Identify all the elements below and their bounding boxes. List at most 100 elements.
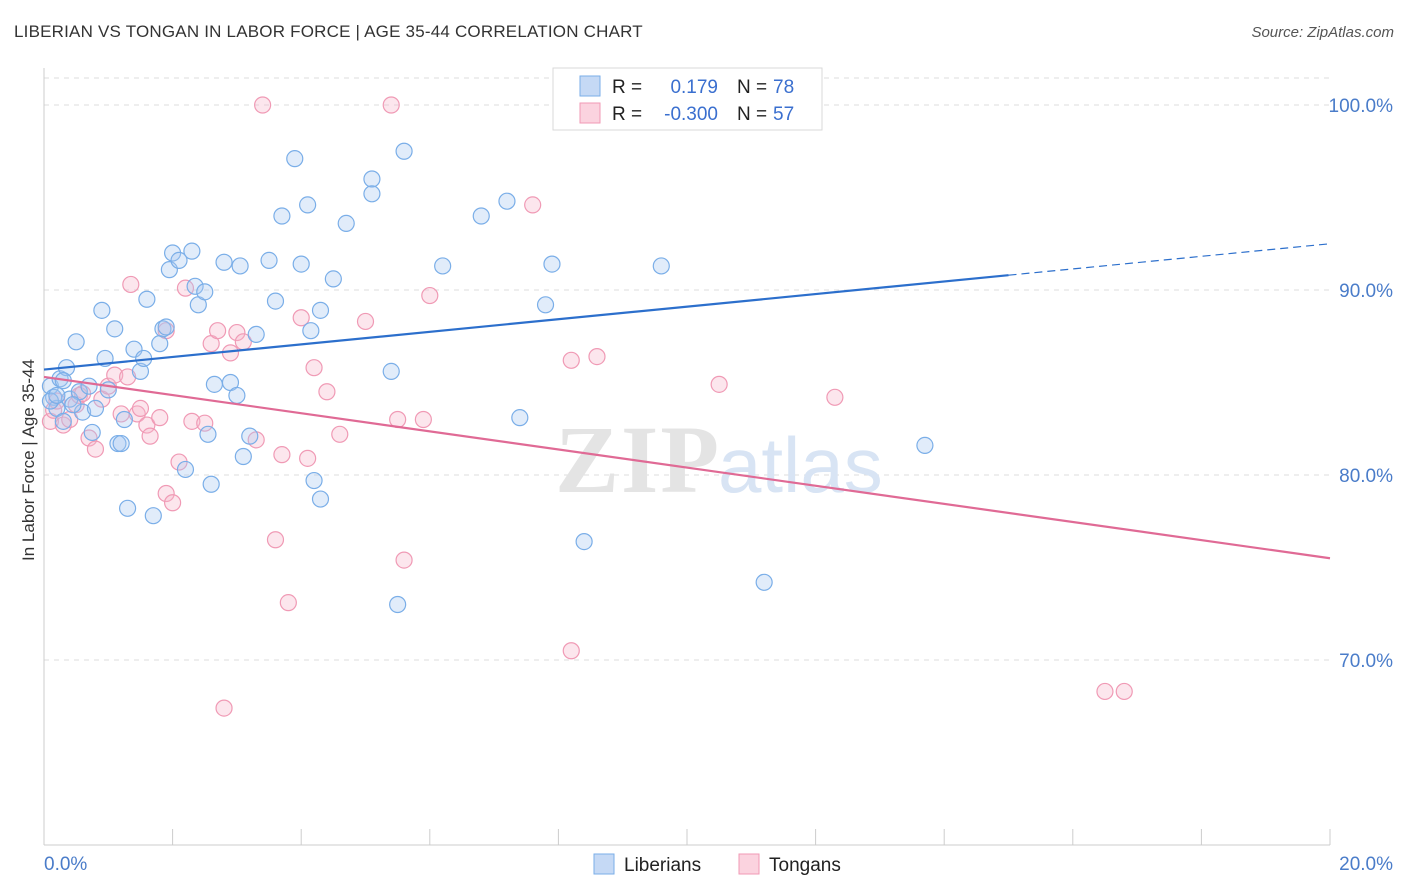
y-tick-label: 70.0% [1339, 651, 1393, 672]
liberians-point [324, 270, 342, 288]
liberians-point [266, 292, 285, 310]
tongans-point [266, 531, 285, 549]
tongans-point [562, 642, 580, 660]
liberians-point [363, 185, 381, 203]
tongans-point [128, 405, 146, 423]
liberians-point [498, 192, 516, 210]
liberians-point [311, 490, 330, 508]
tongans-point [331, 425, 349, 443]
legend-swatch-tongans [579, 102, 601, 124]
bottom-legend-tongans: Tongans [769, 855, 841, 876]
tongans-point [157, 484, 175, 503]
tongans-point [524, 196, 542, 214]
legend-n-label-2: N = [737, 104, 767, 125]
legend-n-label-1: N = [737, 77, 767, 98]
liberians-point [138, 290, 156, 308]
bottom-legend-liberians: Liberians [624, 855, 701, 876]
axes [43, 68, 1331, 846]
liberians-point [54, 412, 72, 430]
y-tick-label: 80.0% [1339, 466, 1393, 487]
liberians-points [41, 142, 934, 614]
legend-top: R = 0.179 N = 78 R = -0.300 N = 57 [552, 67, 823, 131]
tongans-point [826, 388, 844, 406]
source-label: Source: ZipAtlas.com [1251, 24, 1394, 41]
liberians-point [115, 410, 133, 429]
liberians-point [176, 460, 195, 479]
tongans-trendline [43, 375, 1331, 560]
legend-n-value-2: 57 [773, 104, 794, 125]
tongans-point [562, 351, 580, 369]
watermark-atlas: atlas [718, 421, 883, 509]
liberians-trendline-extension [1008, 243, 1331, 276]
tongans-point [164, 494, 182, 512]
liberians-point [511, 409, 529, 427]
liberians-point [228, 386, 246, 405]
tongans-point [318, 383, 336, 401]
watermark-zip: ZIP [555, 406, 721, 513]
liberians-point [199, 425, 217, 443]
liberians-point [131, 362, 150, 380]
legend-r-value-1: 0.179 [670, 77, 718, 98]
trendlines [43, 243, 1331, 560]
liberians-point [86, 399, 105, 417]
x-tick-label-min: 0.0% [44, 854, 87, 875]
liberians-point [916, 436, 934, 454]
liberians-point [389, 595, 407, 614]
liberians-point [286, 150, 304, 168]
tongans-point [228, 323, 246, 342]
liberians-point [363, 170, 381, 188]
liberians-point [260, 251, 278, 269]
tongans-point [209, 322, 227, 340]
liberians-point [151, 335, 169, 353]
liberians-point [382, 362, 400, 380]
legend-r-value-2: -0.300 [664, 104, 718, 125]
tongans-point [254, 96, 272, 114]
liberians-point [80, 377, 98, 395]
tongans-point [122, 275, 140, 294]
tongans-point [710, 375, 728, 393]
tongans-point [588, 348, 606, 366]
liberians-point [83, 423, 101, 442]
tongans-point [356, 312, 375, 331]
liberians-point [106, 320, 124, 338]
liberians-point [231, 257, 249, 275]
tongans-point [1115, 682, 1133, 701]
bottom-legend-swatch-liberians [593, 853, 615, 875]
legend-n-value-1: 78 [773, 77, 794, 98]
chart-title: LIBERIAN VS TONGAN IN LABOR FORCE | AGE … [14, 22, 643, 41]
liberians-point [302, 322, 320, 340]
liberians-point [652, 257, 670, 275]
tongans-point [118, 368, 137, 386]
liberians-point [67, 333, 85, 351]
liberians-point [543, 255, 561, 273]
liberians-point [247, 325, 265, 343]
liberians-point [305, 471, 323, 490]
liberians-point [157, 318, 175, 336]
legend-swatch-liberians [579, 75, 601, 97]
tongans-point [279, 594, 297, 612]
tongans-point [305, 359, 323, 377]
tongans-point [215, 699, 233, 717]
liberians-point [64, 396, 82, 414]
tongans-point [292, 309, 310, 327]
liberians-point [472, 207, 490, 225]
liberians-point [170, 251, 188, 269]
legend-bottom: Liberians Tongans [593, 853, 841, 876]
x-tick-labels: 0.0% 20.0% [44, 854, 1393, 875]
liberians-point [299, 196, 317, 214]
tongans-point [421, 286, 439, 305]
tongans-point [1096, 682, 1114, 701]
tongans-point [131, 399, 150, 417]
liberians-point [755, 573, 773, 591]
x-tick-label-max: 20.0% [1339, 854, 1393, 875]
liberians-trendline [43, 274, 1009, 371]
liberians-point [434, 257, 452, 275]
liberians-point [536, 296, 555, 314]
liberians-point [395, 142, 413, 160]
tongans-point [299, 449, 317, 467]
y-axis-label: In Labor Force | Age 35-44 [19, 359, 38, 561]
liberians-point [112, 434, 130, 453]
tongans-point [151, 409, 169, 427]
liberians-point [48, 386, 66, 405]
liberians-point [93, 301, 111, 319]
